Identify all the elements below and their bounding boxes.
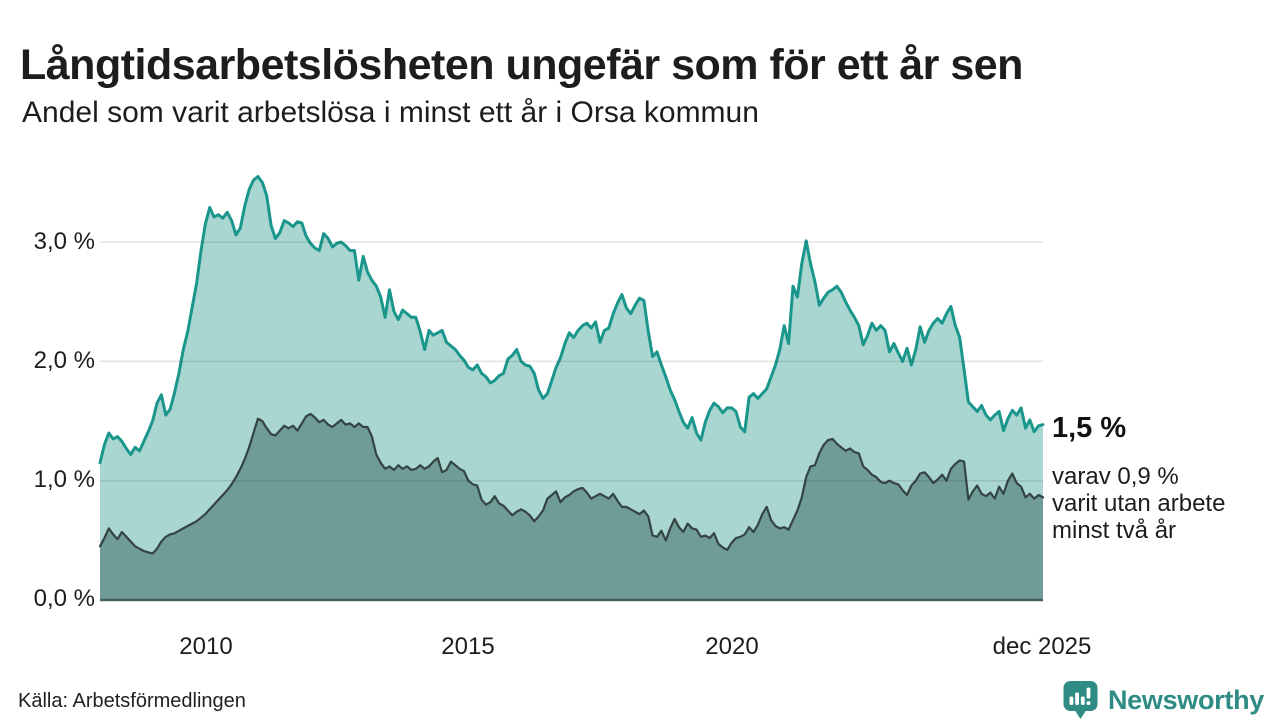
y-axis-tick-label-2pct: 2,0 % (33, 347, 95, 374)
latest-value-label: 1,5 % (1052, 412, 1127, 444)
y-axis-tick-label-3pct: 3,0 % (33, 228, 95, 255)
page-title: Långtidsarbetslösheten ungefär som för e… (20, 40, 1023, 89)
newsworthy-bubble-chart-icon (1062, 680, 1099, 720)
x-axis-tick-label-2020: 2020 (705, 633, 759, 660)
detail-line-3: minst två år (1052, 517, 1177, 544)
latest-value-detail: varav 0,9 % varit utan arbete minst två … (1052, 463, 1225, 544)
y-axis-tick-label-0pct: 0,0 % (33, 585, 95, 612)
y-axis-tick-label-1pct: 1,0 % (33, 466, 95, 493)
detail-line-2: varit utan arbete (1052, 490, 1226, 517)
x-axis-tick-label-2015: 2015 (441, 633, 495, 660)
x-axis-tick-label-dec-2025: dec 2025 (992, 633, 1092, 660)
chart-subtitle: Andel som varit arbetslösa i minst ett å… (22, 96, 759, 129)
x-axis-tick-label-2010: 2010 (179, 633, 233, 660)
detail-line-1: varav 0,9 % (1052, 463, 1179, 490)
newsworthy-logo-text: Newsworthy (1107, 684, 1264, 715)
newsworthy-logo: Newsworthy (1062, 680, 1264, 720)
source-caption: Källa: Arbetsförmedlingen (18, 690, 246, 712)
